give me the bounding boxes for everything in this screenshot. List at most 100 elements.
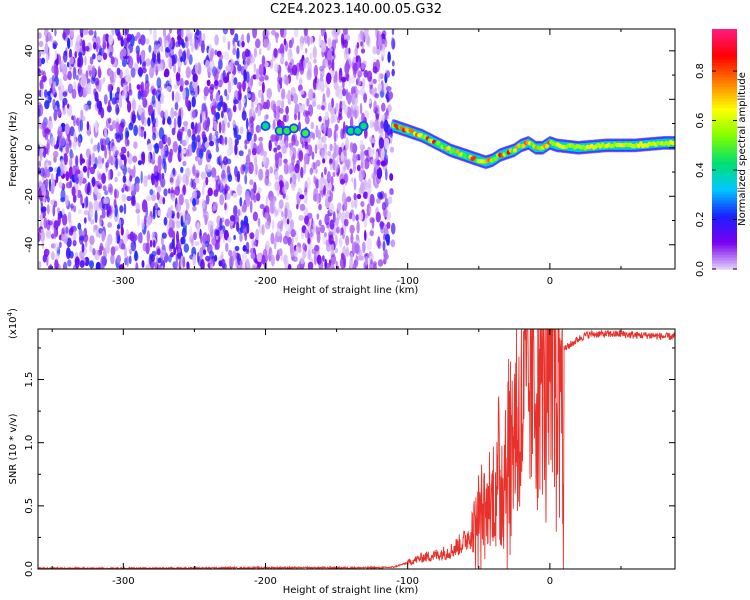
noise-blob [345, 211, 350, 219]
noise-blob [123, 203, 127, 215]
noise-blob [273, 109, 277, 119]
noise-blob [133, 165, 136, 178]
noise-blob [184, 198, 189, 204]
noise-blob [281, 75, 286, 81]
noise-blob [52, 43, 57, 50]
noise-blob [338, 85, 343, 92]
noise-blob [184, 80, 189, 86]
noise-blob [95, 261, 101, 269]
noise-blob [80, 109, 84, 119]
noise-blob [65, 226, 69, 235]
noise-blob [262, 66, 266, 76]
noise-blob [331, 39, 337, 52]
noise-blob [141, 153, 146, 165]
noise-blob [264, 75, 269, 81]
noise-blob [73, 115, 76, 127]
noise-blob [246, 93, 251, 99]
noise-blob [38, 68, 41, 74]
noise-blob [153, 143, 159, 149]
noise-blob [276, 99, 282, 107]
noise-blob [227, 174, 233, 183]
noise-blob [190, 90, 196, 96]
noise-blob [83, 103, 86, 110]
noise-blob [227, 40, 231, 51]
noise-blob [181, 29, 184, 38]
noise-blob [200, 259, 205, 269]
noise-blob [177, 128, 183, 138]
y-tick-label: 0 [24, 145, 35, 151]
noise-blob [298, 214, 304, 221]
noise-blob [360, 48, 366, 54]
noise-blob [242, 97, 246, 104]
noise-blob [237, 208, 241, 217]
noise-blob [182, 87, 186, 101]
noise-blob [339, 100, 343, 113]
noise-blob [316, 83, 321, 91]
noise-blob [61, 213, 68, 226]
noise-blob [355, 234, 360, 241]
noise-blob [231, 73, 235, 87]
noise-blob [287, 98, 292, 105]
noise-blob [65, 143, 70, 155]
noise-blob [40, 87, 44, 100]
noise-blob [172, 53, 178, 64]
colorbar-segment [712, 143, 737, 147]
noise-blob [258, 89, 263, 99]
noise-blob [75, 185, 79, 198]
colorbar-segment [712, 89, 737, 93]
noise-blob [77, 222, 82, 230]
noise-blob [129, 34, 135, 47]
noise-blob [67, 211, 72, 223]
noise-blob [372, 46, 377, 55]
noise-blob [356, 220, 360, 234]
noise-blob [164, 109, 169, 120]
noise-blob [68, 139, 72, 149]
noise-blob [182, 256, 186, 268]
noise-blob [168, 227, 174, 238]
colorbar-segment [712, 53, 737, 57]
colorbar-segment [712, 248, 737, 252]
noise-blob [340, 76, 347, 83]
noise-blob [367, 70, 373, 82]
noise-blob [293, 93, 298, 105]
noise-blob [375, 211, 381, 223]
noise-blob [72, 66, 77, 80]
noise-blob [324, 258, 328, 269]
noise-blob [232, 120, 236, 129]
noise-blob [166, 85, 172, 92]
noise-blob [131, 99, 137, 112]
noise-blob [129, 175, 133, 182]
noise-blob [281, 88, 286, 100]
noise-blob [127, 233, 133, 240]
noise-blob [38, 51, 42, 58]
x-tick-label: -200 [254, 276, 277, 287]
noise-blob [370, 259, 373, 265]
x-tick-label: 0 [547, 576, 553, 587]
noise-blob [317, 129, 322, 140]
noise-blob [182, 160, 187, 167]
noise-blob [342, 88, 347, 97]
noise-blob [356, 164, 361, 172]
noise-blob [276, 229, 282, 237]
noise-blob [302, 59, 307, 69]
noise-blob [53, 109, 58, 121]
noise-blob [323, 143, 328, 150]
noise-blob [124, 247, 128, 258]
colorbar-segment [712, 227, 737, 231]
colorbar-segment [712, 50, 737, 54]
noise-blob [149, 259, 155, 269]
noise-blob [149, 189, 154, 196]
noise-blob [361, 39, 365, 50]
colorbar-segment [712, 203, 737, 207]
noise-blob [134, 250, 138, 262]
noise-blob [79, 235, 85, 241]
noise-blob [149, 239, 153, 248]
noise-blob [258, 141, 263, 152]
noise-blob [350, 233, 354, 244]
noise-blob [391, 68, 395, 77]
noise-blob [201, 185, 205, 196]
noise-blob [154, 261, 158, 269]
noise-blob [182, 185, 186, 193]
noise-blob [53, 200, 58, 208]
noise-blob [319, 65, 325, 72]
